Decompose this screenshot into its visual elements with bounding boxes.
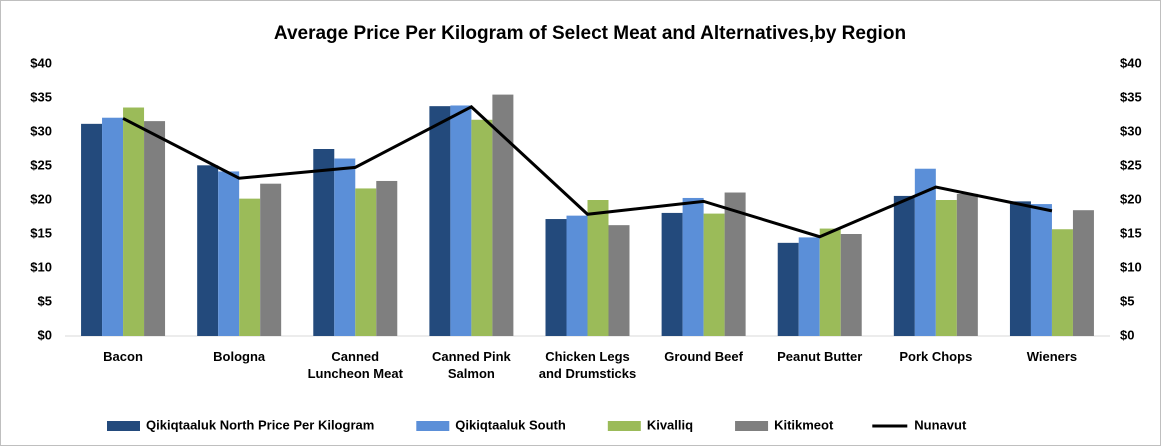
legend-swatch — [607, 421, 641, 431]
bar — [703, 213, 725, 336]
bar — [840, 234, 862, 336]
x-tick-label: Canned Pink Salmon — [432, 349, 511, 381]
bar — [102, 117, 124, 336]
bar — [545, 219, 567, 336]
y-tick-label: $40 — [30, 55, 52, 70]
bar — [661, 212, 683, 336]
x-tick-label: Bacon — [103, 349, 143, 364]
x-tick-label: Canned Luncheon Meat — [307, 349, 403, 381]
y-tick-label: $5 — [38, 293, 52, 308]
y-tick-label: $20 — [30, 191, 52, 206]
y2-tick-label: $0 — [1120, 327, 1134, 342]
bar — [197, 165, 219, 336]
y-tick-label: $15 — [30, 225, 52, 240]
y2-tick-label: $10 — [1120, 259, 1142, 274]
legend-label: Nunavut — [914, 417, 967, 432]
bar — [935, 200, 957, 336]
line — [122, 105, 1053, 239]
bar — [587, 200, 609, 336]
y2-tick-label: $5 — [1120, 293, 1134, 308]
y-tick-label: $30 — [30, 123, 52, 138]
y2-tick-label: $25 — [1120, 157, 1142, 172]
bar — [1030, 204, 1052, 336]
y-tick-label: $25 — [30, 157, 52, 172]
bar — [355, 188, 377, 336]
y2-tick-label: $40 — [1120, 55, 1142, 70]
y-tick-label: $35 — [30, 89, 52, 104]
bar — [260, 183, 282, 336]
x-tick-label: Wieners — [1026, 349, 1078, 364]
y2-tick-label: $30 — [1120, 123, 1142, 138]
y2-tick-label: $35 — [1120, 89, 1142, 104]
bar — [682, 197, 704, 336]
x-tick-label: Bologna — [213, 349, 266, 364]
bar — [566, 215, 588, 336]
x-tick-label: Peanut Butter — [777, 349, 863, 364]
legend-label: Kivalliq — [647, 417, 693, 432]
y2-tick-label: $20 — [1120, 191, 1142, 206]
bar — [1072, 210, 1094, 336]
bar — [893, 195, 915, 336]
x-tick-label: Chicken Legs and Drumsticks — [538, 349, 637, 381]
bar — [798, 237, 820, 336]
bar — [1051, 229, 1073, 336]
chart-title: Average Price Per Kilogram of Select Mea… — [274, 23, 906, 44]
bar — [1009, 201, 1031, 336]
y2-tick-label: $15 — [1120, 225, 1142, 240]
bar — [724, 192, 746, 336]
x-tick-label: Pork Chops — [899, 349, 973, 364]
legend-label: Qikiqtaaluk North Price Per Kilogram — [146, 417, 374, 432]
bar — [492, 94, 514, 336]
bar — [914, 168, 936, 336]
legend-label: Qikiqtaaluk South — [455, 417, 566, 432]
bar — [218, 171, 240, 336]
y-tick-label: $0 — [38, 327, 52, 342]
bar — [313, 149, 335, 336]
bar — [819, 228, 841, 336]
legend-swatch — [107, 421, 140, 431]
legend-swatch — [416, 421, 450, 431]
y-tick-label: $10 — [30, 259, 52, 274]
bar — [239, 198, 261, 336]
bar — [471, 119, 493, 336]
bar — [450, 105, 472, 336]
bar — [429, 106, 451, 336]
legend-swatch — [735, 421, 769, 431]
x-tick-label: Ground Beef — [664, 349, 743, 364]
bar — [144, 121, 166, 337]
bar — [608, 225, 630, 336]
bar — [777, 242, 799, 336]
bar — [81, 123, 103, 336]
bar — [334, 158, 356, 336]
legend-label: Kitikmeot — [774, 417, 834, 432]
bar — [956, 193, 978, 336]
bar — [376, 180, 398, 336]
bar — [123, 107, 145, 337]
